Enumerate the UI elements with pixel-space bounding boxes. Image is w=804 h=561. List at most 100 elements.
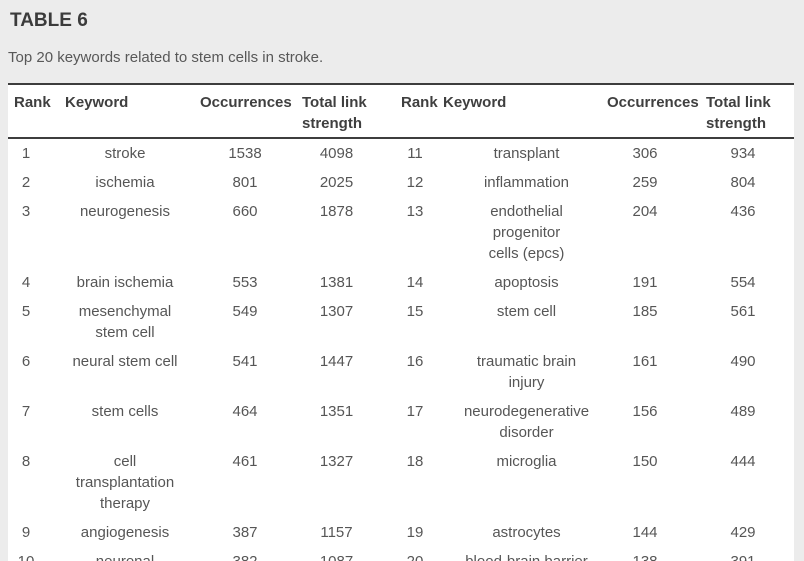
table-title: TABLE 6: [10, 10, 88, 31]
occurrences-cell: 382: [198, 547, 292, 561]
column-header-total-link-strength-left: Total link strength: [292, 84, 397, 139]
rank-cell: 10: [8, 547, 52, 561]
keyword-cell: astrocytes: [492, 524, 561, 541]
keyword-cell: neurogenesis: [79, 203, 171, 220]
rank-cell: 17: [406, 403, 424, 420]
table-row: 6 neural stem cell 541 1447 16 traumatic…: [8, 347, 794, 397]
keyword-cell: neural stem cell: [72, 353, 178, 370]
occurrences-cell: 161: [632, 353, 658, 370]
occurrences-cell: 156: [632, 403, 658, 420]
column-header-keyword-left: Keyword: [52, 84, 198, 139]
occurrences-cell: 191: [632, 274, 658, 291]
keyword-cell: traumatic brain injury: [476, 353, 577, 391]
total-link-strength-cell: 4098: [319, 145, 354, 162]
occurrences-cell: 1538: [228, 145, 262, 162]
total-link-strength-cell: 490: [730, 353, 756, 370]
occurrences-cell: 144: [632, 524, 658, 541]
rank-cell: 20: [397, 547, 437, 561]
rank-cell: 2: [21, 174, 31, 191]
keyword-cell: stem cells: [91, 403, 159, 420]
keyword-cell: cell transplantation therapy: [75, 453, 175, 512]
rank-cell: 19: [406, 524, 424, 541]
keyword-cell: endothelial progenitor cells (epcs): [488, 203, 565, 262]
keyword-cell: apoptosis: [494, 274, 559, 291]
occurrences-cell: 660: [232, 203, 258, 220]
rank-cell: 3: [21, 203, 31, 220]
rank-cell: 6: [21, 353, 31, 370]
table-row: 5 mesenchymal stem cell 549 1307 15 stem…: [8, 297, 794, 347]
occurrences-cell: 801: [232, 174, 258, 191]
rank-cell: 12: [406, 174, 424, 191]
rank-cell: 1: [21, 145, 31, 162]
column-header-occurrences-right: Occurrences: [600, 84, 699, 139]
column-header-rank-left: Rank: [8, 84, 52, 139]
rank-cell: 16: [406, 353, 424, 370]
table-row: 10 neuronal protection 382 1087 20 blood…: [8, 547, 794, 561]
total-link-strength-cell: 1447: [319, 353, 354, 370]
occurrences-cell: 387: [232, 524, 258, 541]
table-row: 3 neurogenesis 660 1878 13 endothelial p…: [8, 197, 794, 268]
occurrences-cell: 461: [232, 453, 258, 470]
keyword-cell: neurodegenerative disorder: [463, 403, 590, 441]
total-link-strength-cell: 934: [730, 145, 756, 162]
total-link-strength-cell: 1327: [319, 453, 354, 470]
total-link-strength-cell: 444: [730, 453, 756, 470]
rank-cell: 5: [21, 303, 31, 320]
column-header-rank-right: Rank: [397, 84, 438, 139]
keyword-cell: stroke: [104, 145, 146, 162]
total-link-strength-cell: 1157: [320, 524, 353, 541]
table-header-row: Rank Keyword Occurrences Total link stre…: [8, 84, 794, 139]
occurrences-cell: 204: [632, 203, 658, 220]
table-row: 2 ischemia 801 2025 12 inflammation 259 …: [8, 168, 794, 197]
total-link-strength-cell: 1381: [319, 274, 354, 291]
occurrences-cell: 553: [232, 274, 258, 291]
table-row: 8 cell transplantation therapy 461 1327 …: [8, 447, 794, 518]
keyword-cell: brain ischemia: [76, 274, 174, 291]
rank-cell: 9: [21, 524, 31, 541]
occurrences-cell: 464: [232, 403, 258, 420]
column-header-occurrences-left: Occurrences: [198, 84, 292, 139]
table-row: 1 stroke 1538 4098 11 transplant 306 934: [8, 138, 794, 168]
table-row: 7 stem cells 464 1351 17 neurodegenerati…: [8, 397, 794, 447]
total-link-strength-cell: 391: [690, 547, 794, 561]
table-row: 9 angiogenesis 387 1157 19 astrocytes 14…: [8, 518, 794, 547]
rank-cell: 11: [407, 145, 423, 162]
rank-cell: 8: [21, 453, 31, 470]
column-header-keyword-right: Keyword: [437, 84, 600, 139]
column-header-total-link-strength-right: Total link strength: [690, 84, 794, 139]
rank-cell: 13: [406, 203, 424, 220]
total-link-strength-cell: 429: [730, 524, 756, 541]
total-link-strength-cell: 2025: [319, 174, 354, 191]
keyword-cell: blood-brain barrier (BBB): [437, 547, 600, 561]
keyword-cell: angiogenesis: [80, 524, 170, 541]
rank-cell: 7: [21, 403, 31, 420]
occurrences-cell: 150: [632, 453, 658, 470]
keyword-cell: inflammation: [483, 174, 570, 191]
occurrences-cell: 185: [632, 303, 658, 320]
total-link-strength-cell: 1307: [319, 303, 354, 320]
keyword-cell: transplant: [493, 145, 560, 162]
table-row: 4 brain ischemia 553 1381 14 apoptosis 1…: [8, 268, 794, 297]
rank-cell: 14: [406, 274, 424, 291]
total-link-strength-cell: 1878: [319, 203, 354, 220]
keyword-cell: microglia: [496, 453, 557, 470]
occurrences-cell: 138: [600, 547, 690, 561]
keyword-cell: neuronal protection: [52, 547, 198, 561]
occurrences-cell: 259: [632, 174, 658, 191]
rank-cell: 15: [406, 303, 424, 320]
rank-cell: 18: [406, 453, 424, 470]
occurrences-cell: 306: [632, 145, 658, 162]
total-link-strength-cell: 804: [730, 174, 756, 191]
keyword-cell: ischemia: [95, 174, 155, 191]
total-link-strength-cell: 561: [730, 303, 756, 320]
rank-cell: 4: [21, 274, 31, 291]
table-caption: Top 20 keywords related to stem cells in…: [8, 49, 324, 66]
keyword-cell: stem cell: [496, 303, 557, 320]
total-link-strength-cell: 1087: [292, 547, 397, 561]
occurrences-cell: 549: [232, 303, 258, 320]
keywords-table: Rank Keyword Occurrences Total link stre…: [8, 83, 794, 561]
total-link-strength-cell: 489: [730, 403, 756, 420]
total-link-strength-cell: 436: [730, 203, 756, 220]
total-link-strength-cell: 554: [730, 274, 756, 291]
